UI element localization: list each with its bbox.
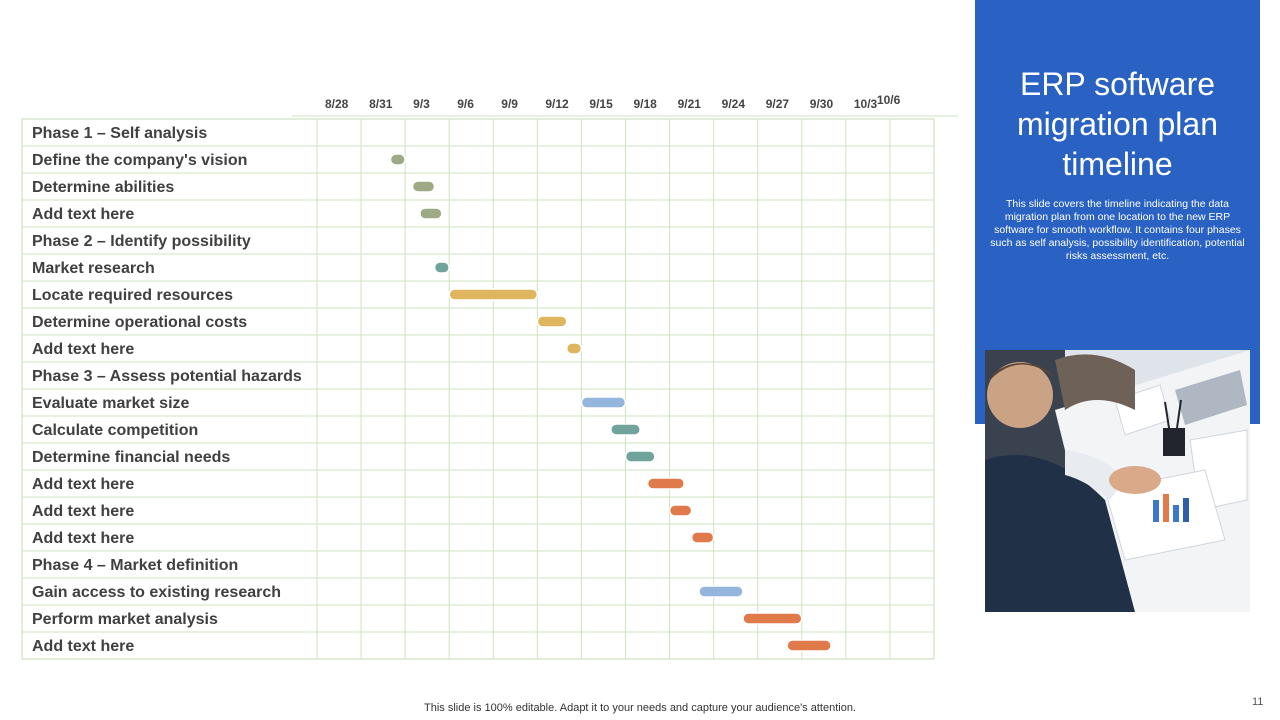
phase-label: Phase 3 – Assess potential hazards (32, 368, 302, 385)
tick-label: 9/3 (413, 97, 430, 111)
task-bar (580, 396, 627, 409)
task-bar (610, 423, 641, 436)
task-bar (433, 261, 450, 274)
task-label: Gain access to existing research (32, 584, 281, 601)
task-bar (448, 288, 539, 301)
slide-title: ERP software migration plan timeline (1017, 66, 1218, 182)
task-bar (411, 180, 436, 193)
task-bar (742, 612, 803, 625)
tick-label: 9/15 (589, 97, 613, 111)
phase-label: Phase 1 – Self analysis (32, 125, 207, 142)
tick-label: 9/6 (457, 97, 474, 111)
phase-label: Phase 2 – Identify possibility (32, 233, 251, 250)
task-label: Market research (32, 260, 155, 277)
gantt-chart: 8/28 8/31 9/3 9/6 9/9 9/12 9/15 9/18 9/21 9/24 9/2… (21, 93, 958, 660)
tick-label: 10/6 (877, 93, 901, 107)
task-label: Define the company's vision (32, 152, 247, 169)
tick-label: 8/31 (369, 97, 393, 111)
task-label: Evaluate market size (32, 395, 190, 412)
tick-label: 9/21 (678, 97, 702, 111)
tick-label: 9/18 (634, 97, 658, 111)
footer-note: This slide is 100% editable. Adapt it to… (424, 702, 856, 714)
task-label: Determine financial needs (32, 449, 230, 466)
task-bar (668, 504, 693, 517)
slide-description: This slide covers the timeline indicatin… (990, 198, 1245, 262)
phase-label: Phase 4 – Market definition (32, 557, 238, 574)
photo-illustration (985, 350, 1250, 612)
task-label: Perform market analysis (32, 611, 218, 628)
tick-label: 8/28 (325, 97, 349, 111)
task-label: Add text here (32, 503, 134, 520)
task-label: Calculate competition (32, 422, 198, 439)
task-bar (389, 153, 406, 166)
tick-label: 9/12 (545, 97, 569, 111)
tick-label: 10/3 (854, 97, 878, 111)
task-bar (565, 342, 583, 355)
task-bar (698, 585, 744, 598)
task-label: Add text here (32, 638, 134, 655)
task-label: Determine operational costs (32, 314, 247, 331)
office-meeting-photo (985, 350, 1250, 612)
task-bar (786, 639, 832, 652)
task-label: Add text here (32, 206, 134, 223)
task-label: Add text here (32, 476, 134, 493)
task-bar (536, 315, 568, 328)
task-bar (419, 207, 443, 220)
task-bar (646, 477, 686, 490)
task-bar (624, 450, 656, 463)
task-label: Locate required resources (32, 287, 233, 304)
slide-number: 11 (1252, 696, 1264, 708)
task-bar (690, 531, 715, 544)
task-label: Determine abilities (32, 179, 174, 196)
tick-label: 9/30 (810, 97, 834, 111)
tick-label: 9/27 (766, 97, 790, 111)
tick-label: 9/24 (722, 97, 746, 111)
tick-label: 9/9 (501, 97, 518, 111)
task-label: Add text here (32, 341, 134, 358)
task-label: Add text here (32, 530, 134, 547)
